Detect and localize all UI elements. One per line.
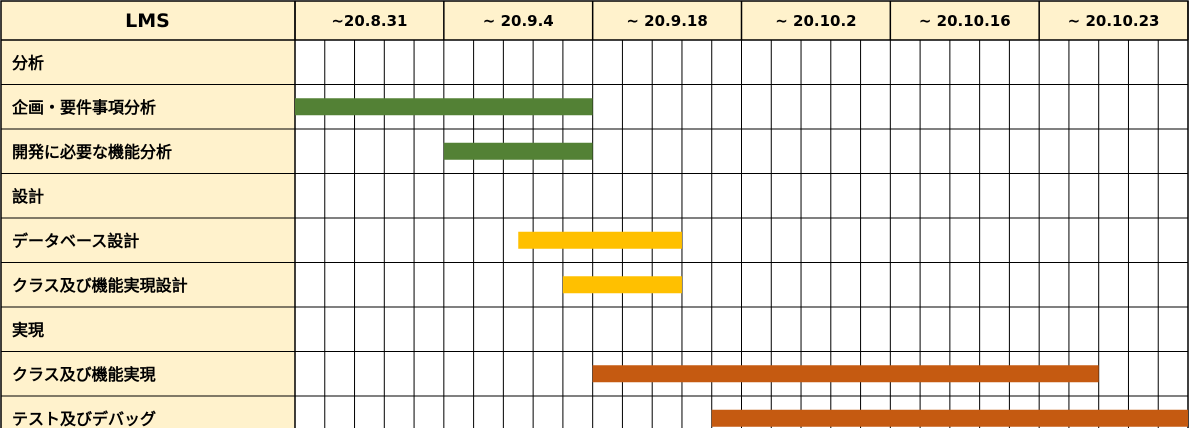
title-cell [1, 1, 295, 40]
row-label-cell [1, 262, 295, 307]
task-label: データベース設計 [12, 231, 139, 250]
task-label: 開発に必要な機能分析 [12, 142, 172, 161]
week-label: ~ 20.10.16 [919, 12, 1011, 30]
task-label: クラス及び機能実現設計 [12, 276, 188, 295]
task-label: 企画・要件事項分析 [11, 98, 156, 117]
task-bar [518, 231, 682, 249]
task-bar [295, 98, 593, 116]
row-label-cell [1, 396, 295, 428]
week-label: ~ 20.9.18 [626, 12, 707, 30]
week-label: ~ 20.10.2 [775, 12, 856, 30]
task-label: 分析 [12, 53, 44, 72]
task-label: 実現 [12, 320, 44, 339]
row-label-cell [1, 173, 295, 218]
task-bar [592, 365, 1099, 383]
week-label: ~20.8.31 [331, 12, 407, 30]
row-label-cell [1, 40, 295, 85]
row-label-cell [1, 307, 295, 352]
task-label: クラス及び機能実現 [12, 365, 156, 384]
row-label-cell [1, 351, 295, 396]
week-label: ~ 20.10.23 [1068, 12, 1160, 30]
task-bar [562, 276, 682, 294]
week-label: ~ 20.9.4 [483, 12, 554, 30]
row-label-cell [1, 218, 295, 263]
row-label-cell [1, 84, 295, 129]
task-label: テスト及びデバッグ [12, 409, 156, 428]
chart-title: LMS [125, 10, 170, 32]
row-label-cell [1, 129, 295, 174]
task-bar [443, 142, 593, 160]
task-label: 設計 [12, 187, 44, 206]
task-bar [711, 409, 1188, 427]
